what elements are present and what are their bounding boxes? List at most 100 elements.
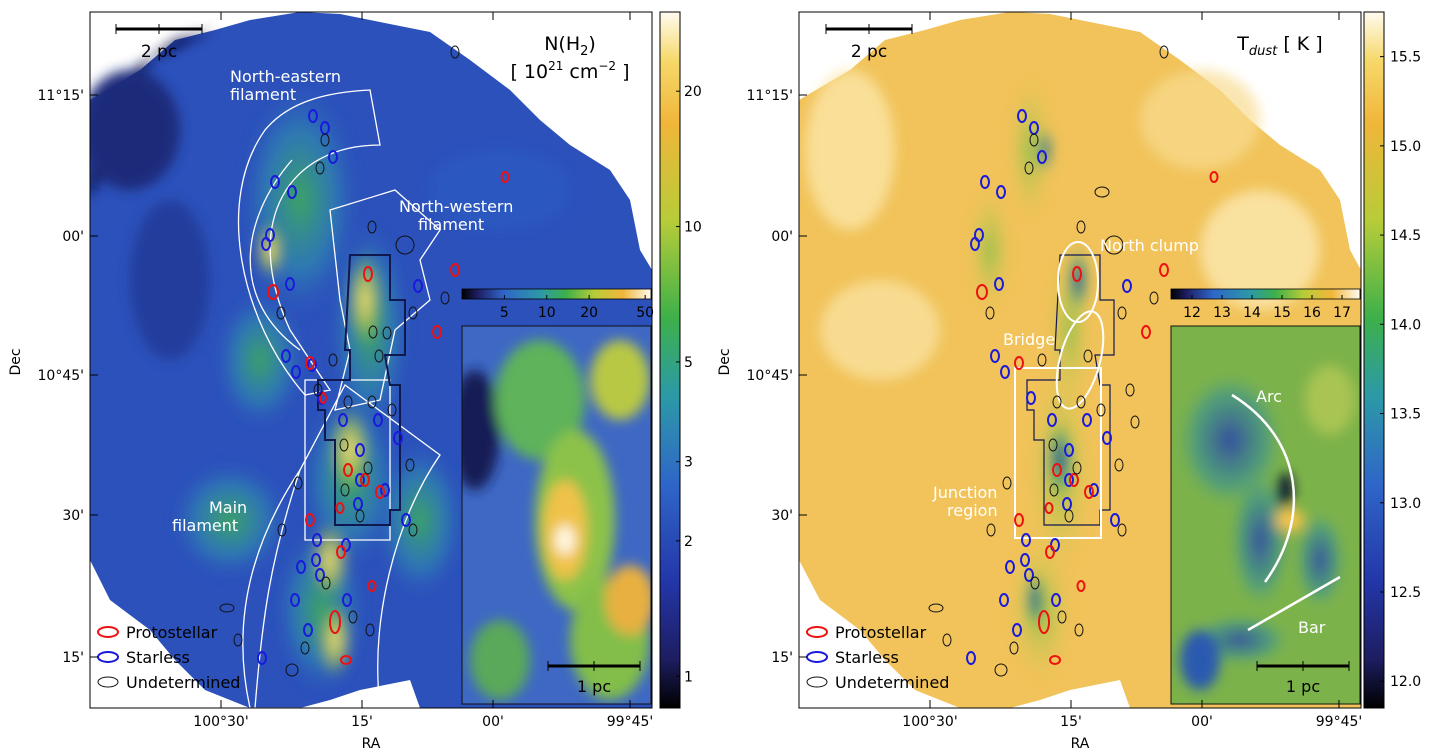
colorbar-tick-label: 15.5 [1390,50,1421,66]
core-protostellar [335,502,345,514]
core-undetermined [277,523,287,537]
inset-colorbar-tick-label: 16 [1303,305,1321,321]
label-nw-filament-line2: filament [418,215,484,234]
core-undetermined [339,438,349,452]
core-undetermined [405,458,415,472]
left-frame [89,11,653,709]
core-protostellar [343,463,353,477]
core-starless [338,413,348,427]
core-undetermined [355,509,365,523]
y-tick-label: 10°45' [747,368,793,384]
left-colorbar [659,11,681,709]
inset-colorbar-tick-label: 5 [500,305,509,321]
core-starless [373,413,383,427]
core-starless [303,623,313,637]
inset-colorbar-tick-label: 10 [538,305,556,321]
core-starless [342,593,352,607]
right-inset-colorbar [1170,288,1361,300]
core-undetermined [343,395,353,409]
core-undetermined [315,161,325,175]
core-undetermined [367,220,377,234]
colorbar-tick-label: 3 [684,455,693,471]
core-starless [285,277,295,291]
core-starless [328,150,338,164]
colorbar-tick-label: 14.5 [1390,228,1421,244]
right-map: North clump Bridge Junction region Arc B… [799,12,1361,708]
inset-colorbar-tick-label: 15 [1273,305,1291,321]
legend-undetermined: Undetermined [126,673,240,692]
x-tick-label: 99°45' [607,714,653,730]
colorbar-tick-label: 14.0 [1390,317,1421,333]
core-undetermined [293,476,303,490]
label-main-filament-line2: filament [172,516,238,535]
core-protostellar [360,473,370,487]
core-protostellar [363,266,373,282]
left-scalebar-label: 2 pc [141,42,177,62]
y-tick-label: 00' [62,229,84,245]
x-tick-label: 15' [351,714,373,730]
core-undetermined [219,603,235,613]
core-protostellar [340,655,352,665]
core-protostellar [305,513,315,527]
core-undetermined [348,610,358,624]
core-starless [296,560,306,574]
core-undetermined [374,349,384,363]
y-tick-label: 10°45' [38,368,84,384]
core-undetermined [367,395,377,409]
x-tick-label: 15' [1060,714,1082,730]
label-ne-filament-line1: North-eastern [230,67,341,86]
inset-colorbar-tick-label: 50 [636,305,654,321]
core-undetermined [363,461,373,475]
right-axes: 100°30' 15' 00' 99°45' RA 11°15' 00' 10°45' 30' 1… [717,12,1362,752]
right-inset-colorbar-ticks: 12 13 14 15 16 17 [1183,295,1351,321]
left-colorbar-ticks: 1 2 3 5 10 20 [676,84,702,685]
right-inset-scalebar-label: 1 pc [1286,677,1320,696]
core-undetermined [276,306,286,320]
right-title: Tdust [ K ] [1236,33,1322,59]
core-undetermined [408,523,418,537]
label-nw-filament-line1: North-western [399,197,513,216]
left-unit: [ 1021 cm−2 ] [510,59,629,83]
x-axis-label: RA [362,736,381,751]
core-undetermined [368,325,378,339]
core-starless [290,593,300,607]
label-arc: Arc [1256,387,1282,406]
core-starless [270,175,280,189]
y-axis-label: Dec [717,348,733,375]
label-bar: Bar [1298,618,1326,637]
label-ne-filament-line2: filament [230,85,296,104]
core-undetermined [328,353,338,367]
legend-undetermined: Undetermined [835,673,949,692]
core-protostellar [500,171,510,183]
right-scalebar-label: 2 pc [851,42,887,62]
colorbar-tick-label: 13.5 [1390,407,1421,423]
core-protostellar [319,392,327,404]
core-starless [287,185,297,199]
label-junction-line2: region [947,501,998,520]
label-junction-line1: Junction [932,483,997,502]
bridge-ellipse [1055,310,1105,410]
legend-protostellar: Protostellar [126,623,218,642]
core-starless [355,473,365,487]
left-inset-colorbar [461,288,652,300]
label-main-filament-line1: Main [209,498,247,517]
x-tick-label: 99°45' [1316,714,1362,730]
label-bridge: Bridge [1003,330,1055,349]
legend-starless: Starless [835,648,899,667]
left-map: North-eastern filament North-western fil… [90,12,652,708]
core-starless [341,538,351,552]
x-tick-label: 100°30' [902,714,957,730]
core-starless [308,109,318,123]
inset-colorbar-tick-label: 17 [1333,305,1351,321]
colorbar-tick-label: 12.0 [1390,674,1421,690]
core-starless [393,431,403,445]
core-undetermined [395,235,415,255]
core-undetermined [450,45,460,59]
right-inset-scalebar: 1 pc [1256,661,1350,696]
core-starless [380,483,390,497]
inset-colorbar-tick-label: 12 [1183,305,1201,321]
left-inset-colorbar-ticks: 5 10 20 50 [500,295,654,321]
x-tick-label: 100°30' [193,714,248,730]
right-legend: Protostellar Starless Undetermined [806,623,949,692]
colorbar-tick-label: 15.0 [1390,139,1421,155]
